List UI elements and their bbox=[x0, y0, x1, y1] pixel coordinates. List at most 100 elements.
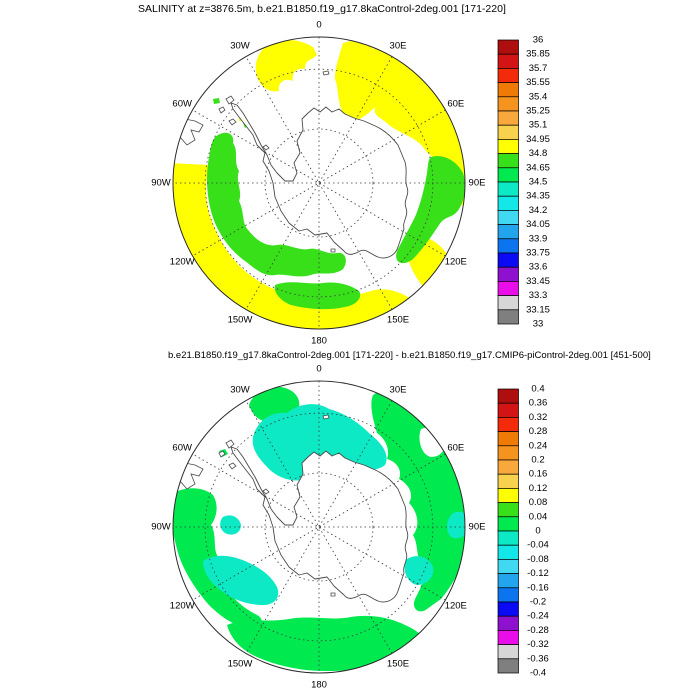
colorbar: 0.4 0.36 0.32 0.28 0.24 0.2 0.16 0.12 0.08 0.04 0 -… bbox=[497, 384, 549, 679]
colorbar-tick-label: 0.08 bbox=[529, 497, 548, 508]
colorbar-tick-label: 0.28 bbox=[529, 426, 548, 437]
colorbar-box bbox=[497, 309, 519, 325]
colorbar-tick-label: 35.85 bbox=[526, 49, 550, 60]
colorbar-tick-label: 33.45 bbox=[526, 276, 550, 287]
antarctica-coastline bbox=[230, 446, 409, 603]
colorbar-box bbox=[497, 644, 519, 660]
region-salinity-34.65-34.80 bbox=[213, 98, 220, 104]
colorbar-box bbox=[497, 417, 519, 432]
lon-label-180: 180 bbox=[311, 336, 327, 347]
colorbar-tick-label: 34.35 bbox=[526, 191, 550, 202]
colorbar-tick-label: 35.1 bbox=[529, 120, 548, 131]
region-anomaly-neg0.04-to-0.00 bbox=[404, 556, 434, 585]
region-anomaly-neg0.04-to-0.00 bbox=[220, 515, 241, 535]
lon-label-60E: 60E bbox=[447, 443, 464, 454]
graticule bbox=[173, 381, 465, 673]
colorbar-tick-label: 0.16 bbox=[529, 469, 548, 480]
lon-label-60W: 60W bbox=[172, 99, 192, 110]
map-outline bbox=[172, 36, 466, 330]
latitude-circle bbox=[264, 472, 374, 582]
colorbar-tick-label: 34.95 bbox=[526, 134, 550, 145]
lon-label-150W: 150W bbox=[228, 658, 253, 669]
colorbar-box bbox=[497, 295, 519, 311]
lon-label-30W: 30W bbox=[230, 385, 250, 396]
meridian-line bbox=[245, 56, 393, 310]
colorbar-tick-label: 33.15 bbox=[526, 304, 550, 315]
region-anomaly-0.00-to-0.04 bbox=[249, 386, 300, 422]
region-anomaly-neg0.04-to-0.00 bbox=[203, 555, 279, 605]
meridian-line bbox=[245, 400, 393, 654]
colorbar-box bbox=[497, 431, 519, 447]
latitude-circle bbox=[204, 68, 434, 298]
colorbar-box bbox=[497, 68, 519, 83]
colorbar-box bbox=[497, 195, 519, 211]
colorbar-box bbox=[497, 238, 519, 254]
colorbar-tick-label: 35.55 bbox=[526, 77, 550, 88]
colorbar-tick-label: 34.05 bbox=[526, 219, 550, 230]
lon-label-90W: 90W bbox=[151, 178, 171, 189]
colorbar-box bbox=[497, 139, 519, 154]
graticule bbox=[173, 37, 465, 329]
colorbar-box bbox=[497, 658, 519, 674]
island-outline bbox=[322, 70, 330, 76]
colorbar-box bbox=[497, 601, 519, 617]
island-outline bbox=[322, 414, 330, 420]
lon-label-180: 180 bbox=[311, 680, 327, 691]
panel-2-title: b.e21.B1850.f19_g17.8kaControl-2deg.001 … bbox=[168, 350, 651, 361]
colorbar-box bbox=[497, 573, 519, 589]
lon-label-60E: 60E bbox=[447, 99, 464, 110]
colorbar-tick-label: -0.28 bbox=[527, 625, 549, 636]
colorbar-tick-label: -0.2 bbox=[530, 597, 546, 608]
latitude-circle bbox=[204, 412, 434, 642]
colorbar: 36 35.85 35.7 35.55 35.4 35.25 35.1 34.95 34.8 34… bbox=[497, 35, 550, 330]
island-outline bbox=[225, 95, 235, 105]
colorbar-box bbox=[497, 124, 519, 140]
region-salinity-34.80-34.95 bbox=[255, 39, 317, 92]
colorbar-box bbox=[497, 587, 519, 603]
region-anomaly-0.00-to-0.04 bbox=[227, 615, 427, 671]
lon-label-120W: 120W bbox=[170, 601, 195, 612]
meridian-line bbox=[245, 400, 393, 654]
map-clipped-layer bbox=[173, 37, 465, 329]
region-salinity-34.80-34.95 bbox=[173, 163, 421, 329]
colorbar-tick-label: 0.04 bbox=[529, 511, 548, 522]
region-salinity-34.80-34.95 bbox=[335, 41, 465, 167]
meridian-line bbox=[192, 109, 446, 257]
colorbar-tick-label: 35.25 bbox=[526, 106, 550, 117]
lon-label-150E: 150E bbox=[387, 314, 409, 325]
colorbar-box bbox=[497, 153, 519, 169]
island-outline bbox=[262, 488, 270, 495]
lon-label-30E: 30E bbox=[390, 41, 407, 52]
lon-label-60W: 60W bbox=[172, 443, 192, 454]
colorbar-tick-label: -0.08 bbox=[527, 554, 549, 565]
lon-label-30W: 30W bbox=[230, 41, 250, 52]
colorbar-box bbox=[497, 502, 519, 518]
colorbar-tick-label: 33 bbox=[533, 319, 544, 330]
colorbar-box bbox=[497, 630, 519, 645]
colorbar-tick-label: -0.36 bbox=[527, 653, 549, 664]
colorbar-box bbox=[497, 110, 519, 126]
meridian-line bbox=[245, 56, 393, 310]
colorbar-box bbox=[497, 544, 519, 560]
colorbar-box bbox=[497, 266, 519, 282]
colorbar-box bbox=[497, 82, 519, 98]
island-outline bbox=[330, 248, 336, 253]
colorbar-tick-label: -0.32 bbox=[527, 639, 549, 650]
colorbar-tick-label: 35.7 bbox=[529, 63, 548, 74]
colorbar-box bbox=[497, 516, 519, 532]
colorbar-box bbox=[497, 39, 519, 55]
colorbar-box bbox=[497, 459, 519, 475]
lon-label-0: 0 bbox=[316, 20, 321, 31]
island-outline bbox=[228, 462, 237, 470]
colorbar-tick-label: -0.16 bbox=[527, 582, 549, 593]
colorbar-box bbox=[497, 224, 519, 240]
island-outline bbox=[218, 106, 226, 114]
meridian-line bbox=[192, 109, 446, 257]
colorbar-box bbox=[497, 388, 519, 404]
map-outline bbox=[172, 380, 466, 674]
antarctica-coastline bbox=[230, 102, 409, 259]
lon-label-150E: 150E bbox=[387, 658, 409, 669]
map-panel-1: 0 30E 60E 90E 120E 150E 180 150W 120W 90W 60W 30W 36… bbox=[151, 20, 550, 347]
map-local-layer bbox=[173, 386, 465, 671]
